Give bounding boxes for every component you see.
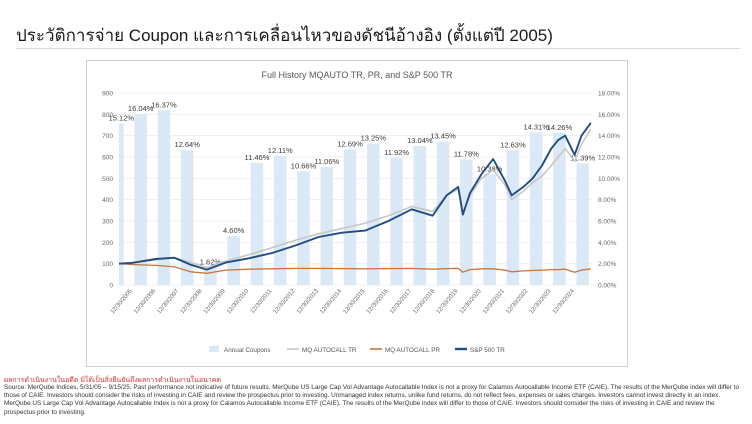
coupon-bar	[529, 132, 543, 285]
coupon-bar	[119, 123, 124, 285]
x-tick-label: 12/30/2020	[459, 288, 483, 315]
coupon-label: 11.39%	[570, 154, 595, 163]
x-tick-label: 12/30/2018	[412, 288, 436, 315]
coupon-bar	[367, 143, 380, 285]
coupon-bar	[273, 155, 287, 285]
coupon-label: 11.92%	[384, 148, 409, 157]
chart: Full History MQAUTO TR, PR, and S&P 500 …	[102, 70, 620, 354]
legend-swatch	[209, 346, 219, 352]
x-tick-label: 12/30/2016	[366, 288, 390, 315]
y-right-tick-label: 0.00%	[598, 283, 617, 290]
coupon-label: 13.04%	[407, 136, 433, 145]
coupon-bar	[297, 171, 310, 285]
legend-label: Annual Coupons	[224, 347, 271, 354]
coupon-bar	[553, 132, 566, 285]
legend-label: MQ AUTOCALL TR	[302, 347, 357, 354]
y-right-tick-label: 8.00%	[598, 197, 617, 204]
y-right-tick-label: 4.00%	[598, 240, 617, 247]
title-divider	[16, 48, 740, 49]
x-tick-label: 12/30/2011	[250, 288, 274, 315]
coupon-label: 10.38%	[477, 164, 503, 173]
coupon-bar	[180, 150, 194, 285]
x-tick-label: 12/30/2013	[296, 288, 320, 315]
legend-label: MQ AUTOCALL PR	[385, 347, 440, 354]
coupon-label: 13.25%	[361, 134, 387, 143]
y-left-tick-label: 0	[109, 283, 113, 290]
coupon-bar	[250, 162, 264, 285]
x-tick-label: 12/30/2014	[319, 288, 343, 315]
x-tick-label: 12/30/2009	[203, 288, 227, 315]
coupon-label: 11.78%	[454, 149, 479, 158]
y-right-tick-label: 10.00%	[598, 176, 620, 183]
y-left-tick-label: 700	[102, 133, 113, 140]
coupon-bar	[460, 159, 473, 285]
coupon-bar	[134, 113, 147, 285]
coupon-label: 12.69%	[337, 140, 363, 149]
coupon-bar	[157, 110, 171, 286]
x-tick-label: 12/30/2019	[436, 288, 460, 315]
coupon-label: 12.64%	[174, 140, 200, 149]
x-tick-label: 12/30/2017	[389, 288, 413, 315]
disclaimer-red: ผลการดำเนินงานในอดีต มิได้เป็นสิ่งยืนยัน…	[4, 377, 222, 384]
series-line-2	[118, 122, 592, 271]
y-left-tick-label: 500	[102, 176, 113, 183]
page-title: ประวัติการจ่าย Coupon และการเคลื่อนไหวขอ…	[16, 26, 553, 45]
y-left-tick-label: 200	[102, 240, 113, 247]
coupon-label: 16.04%	[128, 104, 154, 113]
coupon-label: 12.11%	[268, 146, 293, 155]
x-tick-label: 12/30/2023	[529, 288, 553, 315]
y-right-tick-label: 16.00%	[598, 112, 620, 119]
y-left-tick-label: 400	[102, 197, 113, 204]
coupon-label: 13.45%	[430, 132, 456, 141]
y-left-tick-label: 600	[102, 155, 113, 162]
coupon-label: 16.37%	[151, 100, 177, 109]
y-right-tick-label: 6.00%	[598, 219, 617, 226]
x-tick-label: 12/30/2022	[505, 288, 529, 315]
coupon-bar	[483, 174, 496, 285]
x-tick-label: 12/30/2007	[156, 288, 180, 315]
coupon-bar	[576, 163, 589, 285]
coupon-bar	[413, 145, 427, 285]
coupon-label: 11.06%	[314, 157, 339, 166]
coupon-label: 12.63%	[500, 140, 526, 149]
coupon-label: 1.62%	[200, 258, 222, 267]
x-tick-label: 12/30/2010	[226, 288, 250, 315]
x-tick-label: 12/30/2008	[180, 288, 204, 315]
x-tick-label: 12/30/2021	[482, 288, 506, 315]
coupon-bar	[436, 141, 450, 285]
coupon-bar	[320, 167, 334, 285]
coupon-bar	[343, 149, 357, 285]
coupon-label: 14.31%	[523, 122, 549, 131]
chart-title: Full History MQAUTO TR, PR, and S&P 500 …	[262, 70, 453, 80]
y-left-tick-label: 300	[102, 219, 113, 226]
y-right-tick-label: 2.00%	[598, 261, 617, 268]
coupon-bar	[390, 157, 403, 285]
legend-label: S&P 500 TR	[470, 347, 505, 354]
coupon-label: 14.26%	[547, 123, 573, 132]
x-tick-label: 12/30/2006	[133, 288, 157, 315]
coupon-label: 11.46%	[245, 153, 270, 162]
coupon-bar	[506, 150, 520, 285]
y-right-tick-label: 12.00%	[598, 155, 620, 162]
x-tick-label: 12/30/2012	[273, 288, 297, 315]
footnote: Source: MerQube Indices, 5/31/05 – 9/15/…	[4, 384, 740, 416]
x-tick-label: 12/30/2024	[552, 288, 576, 315]
x-tick-label: 12/30/2015	[343, 288, 367, 315]
y-left-tick-label: 100	[102, 261, 113, 268]
coupon-label: 4.60%	[223, 226, 245, 235]
series-line-1	[118, 263, 591, 274]
coupon-label: 15.12%	[109, 114, 135, 123]
x-tick-label: 12/30/2005	[110, 288, 134, 315]
y-right-tick-label: 18.00%	[598, 91, 620, 98]
chart-frame: Full History MQAUTO TR, PR, and S&P 500 …	[86, 60, 628, 367]
y-left-tick-label: 900	[102, 91, 113, 98]
coupon-label: 10.66%	[291, 161, 317, 170]
y-right-tick-label: 14.00%	[598, 133, 620, 140]
y-left-tick-label: 800	[102, 112, 113, 119]
